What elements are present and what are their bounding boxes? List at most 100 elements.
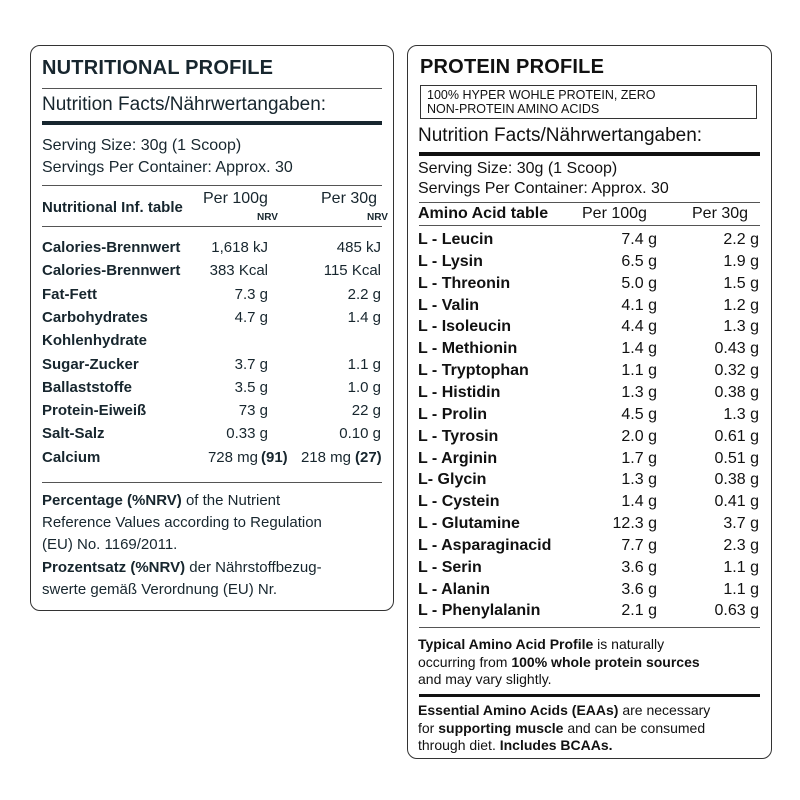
row-label: L - Tryptophan	[418, 362, 529, 380]
table-header-per100: Per 100g	[203, 190, 268, 207]
row-label: L - Lysin	[418, 252, 483, 270]
row-label: Carbohydrates	[42, 308, 148, 326]
table-row: L - Alanin 3.6 g 1.1 g	[408, 581, 771, 603]
note-text: is naturally	[593, 636, 665, 652]
table-header-label: Amino Acid table	[418, 205, 549, 222]
row-per30: 0.38 g	[714, 383, 759, 401]
divider	[42, 482, 382, 483]
row-label: L - Asparaginacid	[418, 536, 552, 554]
row-label: L - Isoleucin	[418, 318, 512, 336]
table-row: L - Histidin 1.3 g 0.38 g	[408, 384, 771, 406]
row-per30: 485 kJ	[336, 239, 381, 256]
eaa-note: Essential Amino Acids (EAAs) are necessa…	[418, 702, 710, 755]
note-bold: Prozentsatz (%NRV)	[42, 559, 186, 576]
table-row: Kohlenhydrate	[31, 332, 393, 354]
thick-divider	[419, 694, 760, 697]
servings-per-container: Servings Per Container: Approx. 30	[42, 159, 293, 176]
row-per100: 383 Kcal	[209, 262, 268, 280]
row-per30: 1.4 g	[347, 308, 381, 326]
row-label: Fat-Fett	[42, 285, 97, 303]
note-text: der Nährstoffbezug-	[185, 559, 322, 576]
subtitle-line: NON-PROTEIN AMINO ACIDS	[427, 102, 600, 116]
table-row: L - Leucin 7.4 g 2.2 g	[408, 231, 771, 253]
table-header-label: Nutritional Inf. table	[42, 199, 183, 216]
row-per100: 1.4 g	[621, 340, 657, 358]
row-label: Ballaststoffe	[42, 378, 133, 396]
row-nrv30: (27)	[355, 448, 382, 466]
row-per30: 1.3 g	[723, 405, 759, 423]
note-text: occurring from	[418, 653, 512, 670]
note-text: and can be consumed	[563, 719, 706, 736]
row-label: Calories-Brennwert	[42, 239, 181, 256]
row-per30: 2.3 g	[723, 536, 759, 554]
note-text: and may vary slightly.	[418, 671, 552, 687]
table-row: L - Threonin 5.0 g 1.5 g	[408, 275, 771, 297]
table-row: L - Valin 4.1 g 1.2 g	[408, 297, 771, 319]
row-per100: 1.7 g	[621, 449, 657, 467]
table-row: L - Arginin 1.7 g 0.51 g	[408, 450, 771, 472]
row-per100: 12.3 g	[612, 515, 657, 533]
nutritional-profile-title: NUTRITIONAL PROFILE	[42, 57, 274, 79]
row-per30: 0.10 g	[339, 425, 381, 443]
table-row: L - Serin 3.6 g 1.1 g	[408, 559, 771, 581]
row-per30: 0.41 g	[714, 493, 759, 511]
note-bold: Includes BCAAs.	[499, 737, 613, 753]
row-per30: 3.7 g	[723, 515, 759, 533]
row-label: L - Valin	[418, 296, 480, 314]
row-per30: 1.3 g	[723, 318, 759, 336]
row-per100: 1.3 g	[621, 471, 657, 489]
table-row: L - Tryptophan 1.1 g 0.32 g	[408, 362, 771, 384]
table-row: Protein-Eiweiß 73 g 22 g	[31, 402, 393, 424]
table-header-nrv30: NRV	[367, 212, 388, 223]
row-per30: 1.0 g	[347, 378, 381, 396]
row-label: L - Glutamine	[418, 515, 520, 533]
row-per100: 6.5 g	[621, 252, 657, 270]
table-row: L - Cystein 1.4 g 0.41 g	[408, 493, 771, 515]
table-row: L - Isoleucin 4.4 g 1.3 g	[408, 318, 771, 340]
table-row: Calories-Brennwert 383 Kcal 115 Kcal	[31, 262, 393, 284]
row-per30: 0.61 g	[714, 427, 759, 445]
note-text: of the Nutrient	[181, 492, 281, 509]
table-row: L - Asparaginacid 7.7 g 2.3 g	[408, 537, 771, 559]
row-per100: 7.3 g	[234, 285, 268, 303]
row-per30: 0.32 g	[714, 362, 759, 380]
subtitle-line: 100% HYPER WOHLE PROTEIN, ZERO	[427, 88, 656, 102]
note-bold: 100% whole protein sources	[511, 653, 700, 670]
row-nrv100: (91)	[261, 448, 288, 466]
row-per100: 4.1 g	[621, 296, 657, 314]
row-label: Calcium	[42, 448, 101, 466]
note-text: through diet.	[418, 737, 500, 753]
note-bold: Percentage (%NRV)	[42, 492, 182, 509]
row-label: L - Methionin	[418, 340, 518, 358]
divider	[419, 225, 760, 226]
nutritional-profile-panel: NUTRITIONAL PROFILE Nutrition Facts/Nähr…	[30, 45, 394, 611]
row-label: L - Tyrosin	[418, 427, 499, 445]
servings-per-container: Servings Per Container: Approx. 30	[418, 180, 669, 197]
divider	[419, 202, 760, 203]
row-per100: 728 mg	[207, 448, 258, 466]
row-per30: 2.2 g	[723, 231, 759, 248]
row-label: L - Serin	[418, 558, 482, 576]
row-label: L - Alanin	[418, 580, 490, 598]
row-per100: 5.0 g	[621, 274, 657, 292]
protein-profile-title: PROTEIN PROFILE	[420, 56, 605, 78]
table-header-per30: Per 30g	[692, 205, 749, 222]
row-per100: 7.4 g	[621, 231, 657, 248]
thick-divider	[42, 121, 382, 125]
row-per30: 22 g	[351, 402, 381, 420]
note-text: for	[418, 719, 439, 736]
table-header-per100: Per 100g	[582, 205, 647, 222]
row-per100: 1,618 kJ	[211, 239, 268, 256]
note-bold: Essential Amino Acids (EAAs)	[418, 702, 619, 718]
row-per100: 1.4 g	[621, 493, 657, 511]
row-per100: 3.5 g	[234, 378, 268, 396]
row-per30: 1.2 g	[723, 296, 759, 314]
table-row: Sugar-Zucker 3.7 g 1.1 g	[31, 356, 393, 378]
row-label: L - Threonin	[418, 274, 511, 292]
note-bold: Typical Amino Acid Profile	[418, 636, 594, 652]
row-per30: 0.51 g	[714, 449, 759, 467]
table-header-nrv100: NRV	[257, 212, 278, 223]
row-per100: 7.7 g	[621, 536, 657, 554]
row-per30: 0.63 g	[714, 602, 759, 620]
divider	[42, 185, 382, 186]
